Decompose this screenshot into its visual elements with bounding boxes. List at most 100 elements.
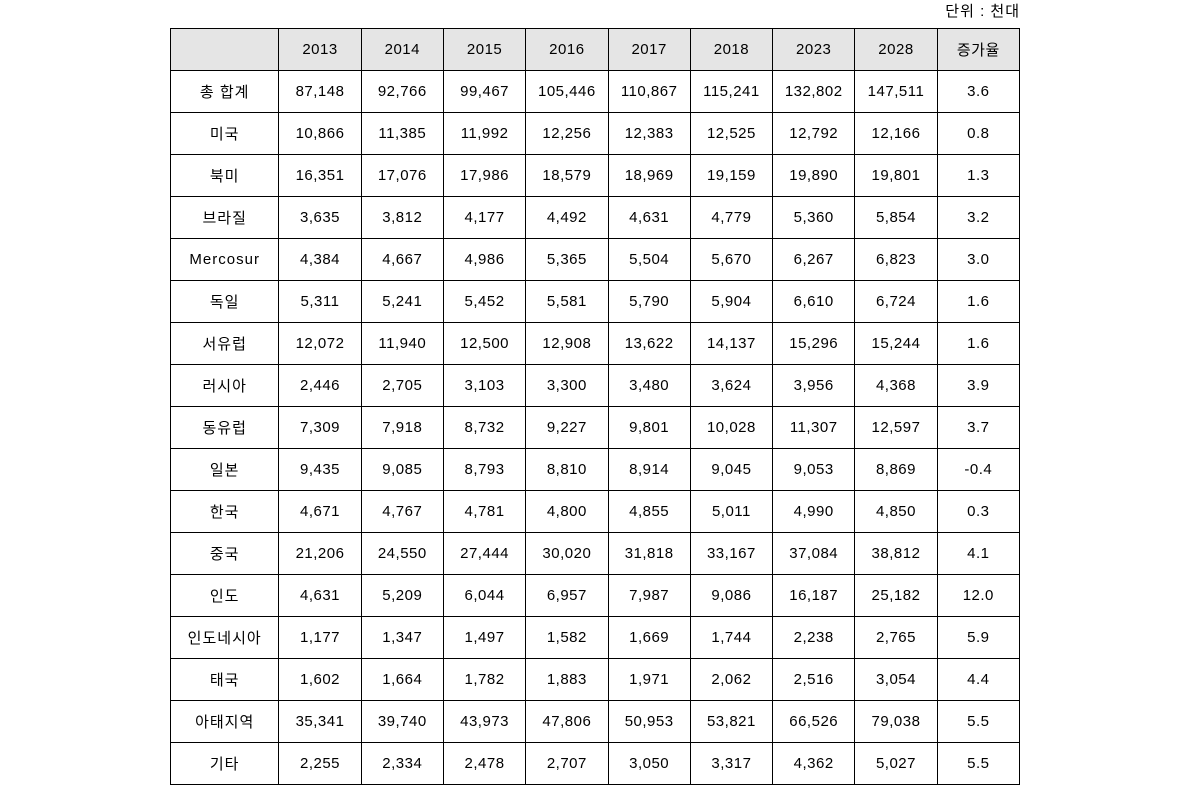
row-label: 아태지역 — [171, 701, 279, 743]
row-label: 한국 — [171, 491, 279, 533]
cell-value: 1.6 — [937, 323, 1019, 365]
cell-value: 7,918 — [361, 407, 443, 449]
cell-value: 1,744 — [690, 617, 772, 659]
data-table-wrap: 2013 2014 2015 2016 2017 2018 2023 2028 … — [170, 28, 1020, 785]
cell-value: 99,467 — [443, 71, 525, 113]
row-label: 기타 — [171, 743, 279, 785]
table-row: 인도4,6315,2096,0446,9577,9879,08616,18725… — [171, 575, 1020, 617]
cell-value: 7,987 — [608, 575, 690, 617]
table-row: 총 합계87,14892,76699,467105,446110,867115,… — [171, 71, 1020, 113]
col-header-2013: 2013 — [279, 29, 361, 71]
cell-value: 3.2 — [937, 197, 1019, 239]
cell-value: 15,244 — [855, 323, 937, 365]
row-label: 미국 — [171, 113, 279, 155]
row-label: 태국 — [171, 659, 279, 701]
cell-value: 4,767 — [361, 491, 443, 533]
cell-value: 4,667 — [361, 239, 443, 281]
cell-value: 17,986 — [443, 155, 525, 197]
cell-value: 6,610 — [773, 281, 855, 323]
col-header-2028: 2028 — [855, 29, 937, 71]
table-row: 동유럽7,3097,9188,7329,2279,80110,02811,307… — [171, 407, 1020, 449]
table-row: 중국21,20624,55027,44430,02031,81833,16737… — [171, 533, 1020, 575]
cell-value: 4,492 — [526, 197, 608, 239]
cell-value: 3,050 — [608, 743, 690, 785]
cell-value: 1,582 — [526, 617, 608, 659]
cell-value: 8,732 — [443, 407, 525, 449]
cell-value: 43,973 — [443, 701, 525, 743]
cell-value: 7,309 — [279, 407, 361, 449]
cell-value: 12.0 — [937, 575, 1019, 617]
cell-value: 9,435 — [279, 449, 361, 491]
cell-value: 19,801 — [855, 155, 937, 197]
table-row: 일본9,4359,0858,7938,8108,9149,0459,0538,8… — [171, 449, 1020, 491]
cell-value: 1,347 — [361, 617, 443, 659]
cell-value: 0.8 — [937, 113, 1019, 155]
col-header-2017: 2017 — [608, 29, 690, 71]
cell-value: 3.7 — [937, 407, 1019, 449]
table-row: 브라질3,6353,8124,1774,4924,6314,7795,3605,… — [171, 197, 1020, 239]
cell-value: 3,300 — [526, 365, 608, 407]
cell-value: 12,908 — [526, 323, 608, 365]
cell-value: 115,241 — [690, 71, 772, 113]
cell-value: 9,045 — [690, 449, 772, 491]
cell-value: 147,511 — [855, 71, 937, 113]
cell-value: 37,084 — [773, 533, 855, 575]
table-row: Mercosur4,3844,6674,9865,3655,5045,6706,… — [171, 239, 1020, 281]
table-header-row: 2013 2014 2015 2016 2017 2018 2023 2028 … — [171, 29, 1020, 71]
row-label-header — [171, 29, 279, 71]
cell-value: 6,267 — [773, 239, 855, 281]
cell-value: 18,969 — [608, 155, 690, 197]
cell-value: 9,801 — [608, 407, 690, 449]
cell-value: 12,500 — [443, 323, 525, 365]
cell-value: 11,307 — [773, 407, 855, 449]
table-row: 독일5,3115,2415,4525,5815,7905,9046,6106,7… — [171, 281, 1020, 323]
cell-value: 79,038 — [855, 701, 937, 743]
cell-value: 6,724 — [855, 281, 937, 323]
row-label: 인도네시아 — [171, 617, 279, 659]
cell-value: 8,793 — [443, 449, 525, 491]
cell-value: 25,182 — [855, 575, 937, 617]
cell-value: 12,166 — [855, 113, 937, 155]
cell-value: 4,850 — [855, 491, 937, 533]
cell-value: 16,351 — [279, 155, 361, 197]
cell-value: 4,384 — [279, 239, 361, 281]
table-row: 인도네시아1,1771,3471,4971,5821,6691,7442,238… — [171, 617, 1020, 659]
cell-value: 3.6 — [937, 71, 1019, 113]
table-row: 서유럽12,07211,94012,50012,90813,62214,1371… — [171, 323, 1020, 365]
cell-value: 4,362 — [773, 743, 855, 785]
row-label: 중국 — [171, 533, 279, 575]
cell-value: 1,602 — [279, 659, 361, 701]
cell-value: 10,028 — [690, 407, 772, 449]
row-label: 총 합계 — [171, 71, 279, 113]
cell-value: 5,854 — [855, 197, 937, 239]
cell-value: 4,990 — [773, 491, 855, 533]
cell-value: 5,452 — [443, 281, 525, 323]
cell-value: 21,206 — [279, 533, 361, 575]
cell-value: 0.3 — [937, 491, 1019, 533]
cell-value: 5.9 — [937, 617, 1019, 659]
cell-value: 4,800 — [526, 491, 608, 533]
cell-value: 2,765 — [855, 617, 937, 659]
unit-label: 단위 : 천대 — [945, 0, 1020, 21]
cell-value: 11,385 — [361, 113, 443, 155]
col-header-2016: 2016 — [526, 29, 608, 71]
data-table: 2013 2014 2015 2016 2017 2018 2023 2028 … — [170, 28, 1020, 785]
row-label: 러시아 — [171, 365, 279, 407]
cell-value: 2,446 — [279, 365, 361, 407]
cell-value: 3.0 — [937, 239, 1019, 281]
cell-value: 14,137 — [690, 323, 772, 365]
cell-value: 12,072 — [279, 323, 361, 365]
cell-value: 50,953 — [608, 701, 690, 743]
cell-value: 4.4 — [937, 659, 1019, 701]
cell-value: 13,622 — [608, 323, 690, 365]
cell-value: 8,914 — [608, 449, 690, 491]
cell-value: 3,480 — [608, 365, 690, 407]
cell-value: 6,823 — [855, 239, 937, 281]
cell-value: 11,940 — [361, 323, 443, 365]
row-label: Mercosur — [171, 239, 279, 281]
cell-value: 1,782 — [443, 659, 525, 701]
cell-value: 5,790 — [608, 281, 690, 323]
row-label: 브라질 — [171, 197, 279, 239]
cell-value: 2,062 — [690, 659, 772, 701]
cell-value: 3.9 — [937, 365, 1019, 407]
